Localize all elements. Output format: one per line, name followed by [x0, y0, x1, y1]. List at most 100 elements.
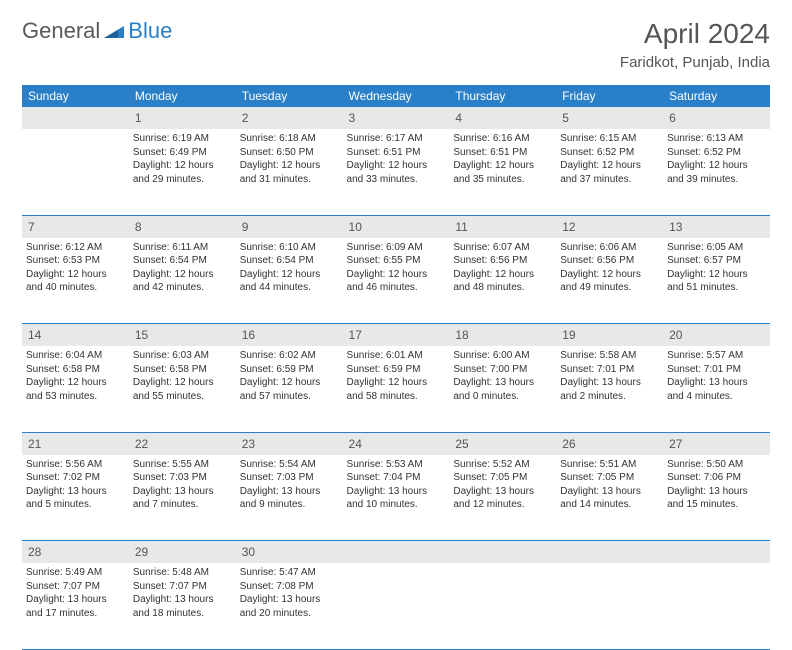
title-block: April 2024 Faridkot, Punjab, India — [620, 18, 770, 71]
weekday-header: Wednesday — [343, 85, 450, 107]
day-cell: Sunrise: 5:52 AMSunset: 7:05 PMDaylight:… — [449, 455, 556, 541]
day-number: 14 — [28, 328, 41, 342]
content-row: Sunrise: 6:19 AMSunset: 6:49 PMDaylight:… — [22, 129, 770, 215]
day-number: 29 — [135, 545, 148, 559]
daynum-cell: 26 — [556, 432, 663, 455]
daynum-row: 12 34 56 — [22, 107, 770, 129]
day-cell: Sunrise: 6:18 AMSunset: 6:50 PMDaylight:… — [236, 129, 343, 215]
day-cell: Sunrise: 5:47 AMSunset: 7:08 PMDaylight:… — [236, 563, 343, 649]
daynum-cell: 3 — [343, 107, 450, 129]
day-number: 24 — [349, 437, 362, 451]
day-details: Sunrise: 6:16 AMSunset: 6:51 PMDaylight:… — [453, 132, 552, 186]
day-number: 12 — [562, 220, 575, 234]
day-details: Sunrise: 6:10 AMSunset: 6:54 PMDaylight:… — [240, 241, 339, 295]
day-details: Sunrise: 5:57 AMSunset: 7:01 PMDaylight:… — [667, 349, 766, 403]
daynum-cell: 4 — [449, 107, 556, 129]
day-details: Sunrise: 6:03 AMSunset: 6:58 PMDaylight:… — [133, 349, 232, 403]
day-cell: Sunrise: 6:05 AMSunset: 6:57 PMDaylight:… — [663, 238, 770, 324]
daynum-cell: 8 — [129, 215, 236, 238]
weekday-header-row: SundayMondayTuesdayWednesdayThursdayFrid… — [22, 85, 770, 107]
day-number: 9 — [242, 220, 249, 234]
day-cell: Sunrise: 5:57 AMSunset: 7:01 PMDaylight:… — [663, 346, 770, 432]
day-cell: Sunrise: 5:53 AMSunset: 7:04 PMDaylight:… — [343, 455, 450, 541]
day-number: 21 — [28, 437, 41, 451]
triangle-icon — [104, 18, 124, 44]
daynum-cell: 15 — [129, 324, 236, 347]
day-cell: Sunrise: 6:04 AMSunset: 6:58 PMDaylight:… — [22, 346, 129, 432]
daynum-cell: 17 — [343, 324, 450, 347]
daynum-cell: 13 — [663, 215, 770, 238]
day-number: 10 — [349, 220, 362, 234]
day-details: Sunrise: 5:51 AMSunset: 7:05 PMDaylight:… — [560, 458, 659, 512]
day-cell: Sunrise: 6:07 AMSunset: 6:56 PMDaylight:… — [449, 238, 556, 324]
day-details: Sunrise: 6:18 AMSunset: 6:50 PMDaylight:… — [240, 132, 339, 186]
daynum-cell: 1 — [129, 107, 236, 129]
daynum-cell: 23 — [236, 432, 343, 455]
day-cell: Sunrise: 6:19 AMSunset: 6:49 PMDaylight:… — [129, 129, 236, 215]
day-cell: Sunrise: 5:51 AMSunset: 7:05 PMDaylight:… — [556, 455, 663, 541]
day-cell: Sunrise: 6:16 AMSunset: 6:51 PMDaylight:… — [449, 129, 556, 215]
daynum-cell: 28 — [22, 541, 129, 564]
day-cell: Sunrise: 5:58 AMSunset: 7:01 PMDaylight:… — [556, 346, 663, 432]
daynum-cell: 5 — [556, 107, 663, 129]
day-cell: Sunrise: 6:09 AMSunset: 6:55 PMDaylight:… — [343, 238, 450, 324]
daynum-cell: 21 — [22, 432, 129, 455]
day-cell: Sunrise: 5:48 AMSunset: 7:07 PMDaylight:… — [129, 563, 236, 649]
day-cell: Sunrise: 6:17 AMSunset: 6:51 PMDaylight:… — [343, 129, 450, 215]
day-details: Sunrise: 6:09 AMSunset: 6:55 PMDaylight:… — [347, 241, 446, 295]
day-cell: Sunrise: 5:50 AMSunset: 7:06 PMDaylight:… — [663, 455, 770, 541]
day-cell — [22, 129, 129, 215]
day-details: Sunrise: 5:56 AMSunset: 7:02 PMDaylight:… — [26, 458, 125, 512]
day-details: Sunrise: 6:01 AMSunset: 6:59 PMDaylight:… — [347, 349, 446, 403]
location: Faridkot, Punjab, India — [620, 54, 770, 71]
day-details: Sunrise: 6:17 AMSunset: 6:51 PMDaylight:… — [347, 132, 446, 186]
daynum-row: 21 22 23 24 25 26 27 — [22, 432, 770, 455]
content-row: Sunrise: 6:04 AMSunset: 6:58 PMDaylight:… — [22, 346, 770, 432]
day-cell: Sunrise: 5:49 AMSunset: 7:07 PMDaylight:… — [22, 563, 129, 649]
day-number: 22 — [135, 437, 148, 451]
daynum-cell: 20 — [663, 324, 770, 347]
daynum-cell: 29 — [129, 541, 236, 564]
day-number: 11 — [455, 220, 467, 234]
daynum-cell: 2 — [236, 107, 343, 129]
day-number: 17 — [349, 328, 362, 342]
daynum-cell: 7 — [22, 215, 129, 238]
weekday-header: Sunday — [22, 85, 129, 107]
month-title: April 2024 — [620, 18, 770, 50]
daynum-cell: 9 — [236, 215, 343, 238]
day-number: 27 — [669, 437, 682, 451]
daynum-cell: 25 — [449, 432, 556, 455]
day-number: 20 — [669, 328, 682, 342]
day-cell: Sunrise: 6:00 AMSunset: 7:00 PMDaylight:… — [449, 346, 556, 432]
day-cell: Sunrise: 5:55 AMSunset: 7:03 PMDaylight:… — [129, 455, 236, 541]
day-cell: Sunrise: 6:06 AMSunset: 6:56 PMDaylight:… — [556, 238, 663, 324]
day-number: 19 — [562, 328, 575, 342]
day-number: 18 — [455, 328, 468, 342]
day-cell — [556, 563, 663, 649]
day-details: Sunrise: 6:13 AMSunset: 6:52 PMDaylight:… — [667, 132, 766, 186]
daynum-cell — [22, 107, 129, 129]
day-cell: Sunrise: 6:02 AMSunset: 6:59 PMDaylight:… — [236, 346, 343, 432]
day-number: 25 — [455, 437, 468, 451]
daynum-cell: 10 — [343, 215, 450, 238]
day-details: Sunrise: 6:07 AMSunset: 6:56 PMDaylight:… — [453, 241, 552, 295]
day-number: 4 — [455, 111, 462, 125]
day-number: 15 — [135, 328, 148, 342]
day-number: 23 — [242, 437, 255, 451]
day-details: Sunrise: 6:02 AMSunset: 6:59 PMDaylight:… — [240, 349, 339, 403]
logo-text-2: Blue — [128, 18, 172, 44]
day-number: 7 — [28, 220, 35, 234]
content-row: Sunrise: 5:56 AMSunset: 7:02 PMDaylight:… — [22, 455, 770, 541]
day-number: 28 — [28, 545, 41, 559]
day-details: Sunrise: 6:05 AMSunset: 6:57 PMDaylight:… — [667, 241, 766, 295]
day-details: Sunrise: 6:04 AMSunset: 6:58 PMDaylight:… — [26, 349, 125, 403]
day-cell: Sunrise: 6:11 AMSunset: 6:54 PMDaylight:… — [129, 238, 236, 324]
day-details: Sunrise: 6:06 AMSunset: 6:56 PMDaylight:… — [560, 241, 659, 295]
day-number: 2 — [242, 111, 249, 125]
daynum-row: 282930 — [22, 541, 770, 564]
day-number: 26 — [562, 437, 575, 451]
daynum-cell: 6 — [663, 107, 770, 129]
daynum-cell — [556, 541, 663, 564]
daynum-cell: 19 — [556, 324, 663, 347]
day-details: Sunrise: 5:52 AMSunset: 7:05 PMDaylight:… — [453, 458, 552, 512]
